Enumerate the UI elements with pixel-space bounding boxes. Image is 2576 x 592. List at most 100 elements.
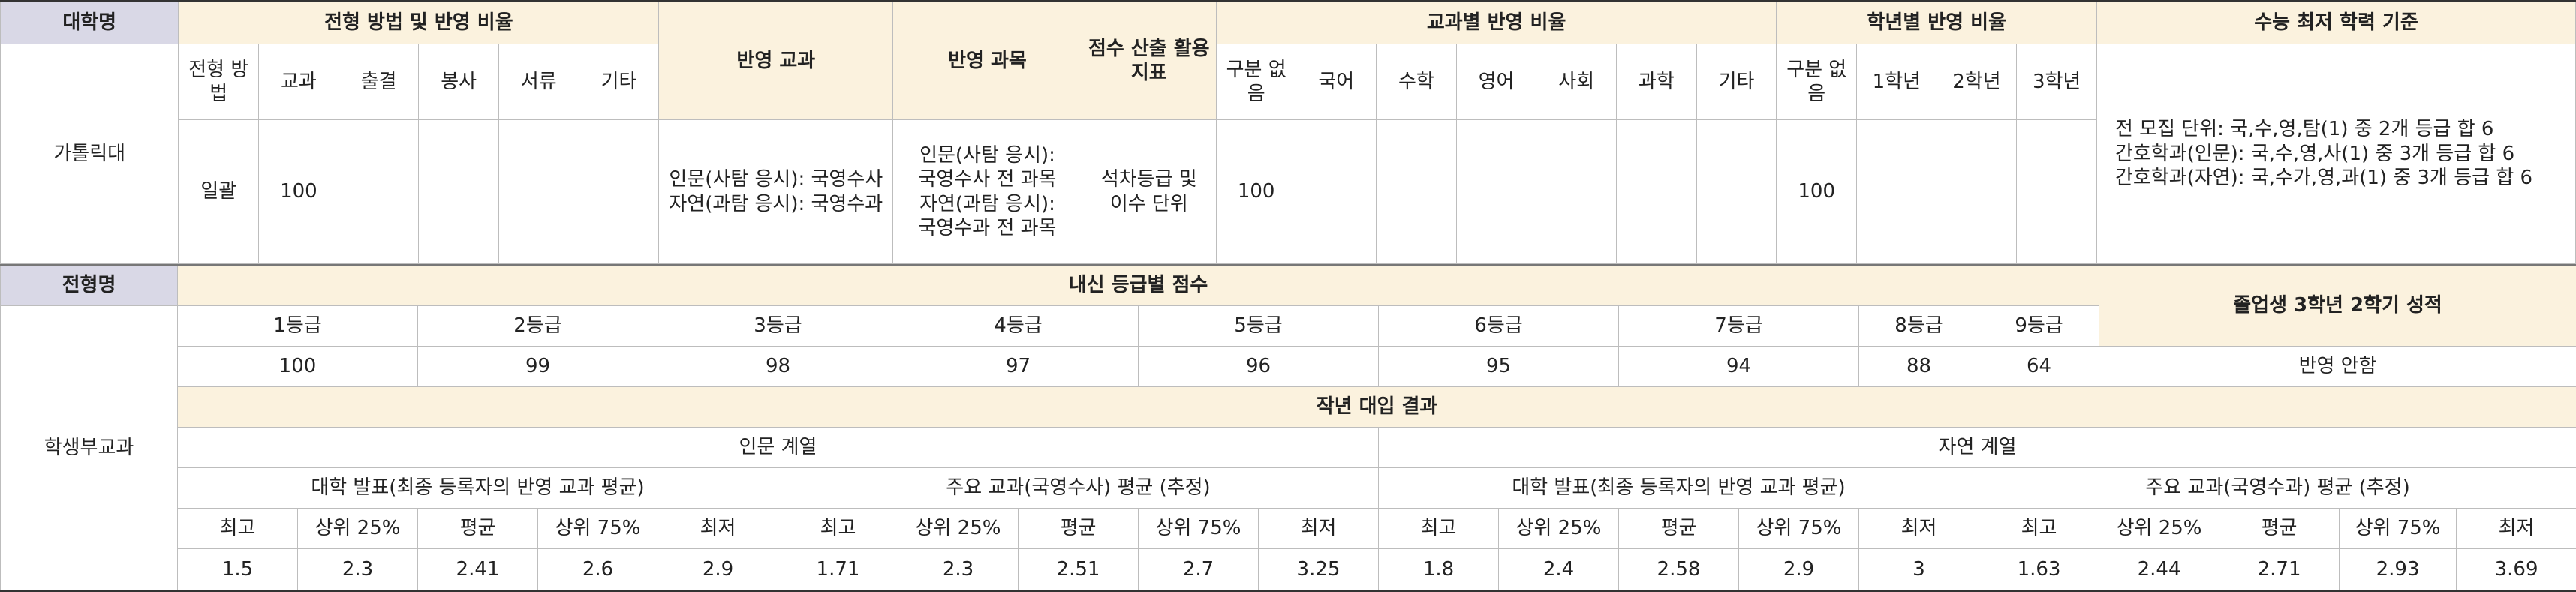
- stat-value: 2.3: [898, 548, 1019, 592]
- stat-value: 1.63: [1978, 548, 2100, 592]
- csat-min-line: 간호학과(인문): 국,수,영,사(1) 중 3개 등급 합 6: [2115, 142, 2515, 165]
- science-ratio-value: [1616, 119, 1697, 264]
- grade-no-division-value: 100: [1776, 119, 1858, 264]
- stat-header: 상위 25%: [1498, 507, 1619, 549]
- documents-value: [498, 119, 579, 264]
- grade-score: 98: [658, 345, 898, 387]
- stat-header: 최저: [1258, 507, 1379, 549]
- subject-no-division-value: 100: [1215, 119, 1297, 264]
- stat-header: 상위 75%: [2339, 507, 2457, 549]
- stat-header: 평균: [1618, 507, 1739, 549]
- hum-announce-header: 대학 발표(최종 등록자의 반영 교과 평균): [177, 467, 778, 509]
- grade-score: 88: [1858, 345, 1979, 387]
- stat-header: 상위 75%: [1138, 507, 1259, 549]
- graduate-label: 졸업생 3학년 2학기 성적: [2099, 263, 2576, 347]
- stat-value: 3: [1858, 548, 1979, 592]
- reflected-courses-line: 자연(과탐 응시):: [919, 192, 1055, 215]
- subject-col-header: 국어: [1296, 44, 1377, 120]
- stat-header: 평균: [2219, 507, 2340, 549]
- stat-header: 평균: [1018, 507, 1139, 549]
- subject-col-header: 구분 없음: [1215, 44, 1297, 120]
- korean-ratio-value: [1296, 119, 1377, 264]
- grade-col-header: 구분 없음: [1776, 44, 1858, 120]
- university-name: 가톨릭대: [0, 44, 179, 264]
- attendance-value: [338, 119, 420, 264]
- english-ratio-value: [1455, 119, 1537, 264]
- csat-min-header: 수능 최저 학력 기준: [2096, 0, 2576, 44]
- grade-label: 6등급: [1378, 305, 1619, 347]
- stat-value: 2.9: [658, 548, 778, 592]
- subject-col-header: 기타: [1696, 44, 1777, 120]
- grade-score: 95: [1378, 345, 1619, 387]
- graduate-value: 반영 안함: [2099, 345, 2576, 387]
- csat-min-line: 간호학과(자연): 국,수가,영,과(1) 중 3개 등급 합 6: [2115, 167, 2533, 190]
- method-col-header: 봉사: [418, 44, 499, 120]
- subject-col-header: 수학: [1376, 44, 1457, 120]
- subject-col-header: 영어: [1455, 44, 1537, 120]
- stat-header: 상위 25%: [898, 507, 1019, 549]
- stat-value: 3.69: [2456, 548, 2576, 592]
- subject-col-header: 과학: [1616, 44, 1697, 120]
- stat-value: 1.71: [778, 548, 898, 592]
- stat-header: 상위 75%: [1738, 507, 1859, 549]
- stat-header: 상위 75%: [537, 507, 658, 549]
- nat-estimate-header: 주요 교과(국영수과) 평균 (추정): [1978, 467, 2576, 509]
- reflected-courses-line: 인문(사탐 응시):: [919, 143, 1055, 167]
- score-index-value: 석차등급 및 이수 단위: [1081, 119, 1217, 264]
- stat-header: 최고: [1978, 507, 2100, 549]
- grade-label: 5등급: [1138, 305, 1379, 347]
- grade2-ratio-value: [1936, 119, 2018, 264]
- stat-header: 최저: [658, 507, 778, 549]
- method-col-header: 서류: [498, 44, 579, 120]
- last-year-title: 작년 대입 결과: [176, 386, 2576, 428]
- reflected-subjects-line: 인문(사탐 응시): 국영수사: [669, 168, 883, 191]
- csat-min-criteria: 전 모집 단위: 국,수,영,탐(1) 중 2개 등급 합 6 간호학과(인문)…: [2096, 44, 2576, 264]
- grade-score-title: 내신 등급별 점수: [176, 263, 2100, 306]
- grade-label: 3등급: [658, 305, 898, 347]
- admission-label: 전형명: [0, 263, 178, 306]
- stat-value: 3.25: [1258, 548, 1379, 592]
- grade-score: 64: [1978, 345, 2100, 387]
- score-index-header: 점수 산출 활용 지표: [1081, 0, 1217, 120]
- reflected-courses-line: 국영수과 전 과목: [918, 217, 1057, 239]
- stat-value: 2.4: [1498, 548, 1619, 592]
- admission-name: 학생부교과: [0, 305, 178, 592]
- math-ratio-value: [1376, 119, 1457, 264]
- grade-label: 1등급: [177, 305, 418, 347]
- stat-header: 상위 25%: [2099, 507, 2220, 549]
- stat-value: 2.71: [2219, 548, 2340, 592]
- grade-score: 94: [1618, 345, 1859, 387]
- method-col-header: 교과: [258, 44, 339, 120]
- grade-score: 96: [1138, 345, 1379, 387]
- csat-min-line: 전 모집 단위: 국,수,영,탐(1) 중 2개 등급 합 6: [2115, 118, 2494, 141]
- method-col-header: 출결: [338, 44, 420, 120]
- natural-header: 자연 계열: [1377, 426, 2576, 468]
- university-criteria-table: 대학명 전형 방법 및 반영 비율 반영 교과 반영 과목 점수 산출 활용 지…: [0, 0, 2576, 264]
- other-value: [578, 119, 660, 264]
- stat-value: 2.7: [1138, 548, 1259, 592]
- hum-estimate-header: 주요 교과(국영수사) 평균 (추정): [778, 467, 1379, 509]
- stat-header: 최저: [1858, 507, 1979, 549]
- score-index-line: 이수 단위: [1109, 192, 1188, 215]
- stat-value: 2.51: [1018, 548, 1139, 592]
- stat-header: 평균: [417, 507, 538, 549]
- stat-header: 상위 25%: [297, 507, 418, 549]
- reflected-courses-header: 반영 과목: [892, 0, 1082, 120]
- grade-score: 99: [417, 345, 658, 387]
- stat-value: 2.9: [1738, 548, 1859, 592]
- reflected-subjects-line: 자연(과탐 응시): 국영수과: [669, 192, 883, 215]
- stat-value: 1.5: [177, 548, 298, 592]
- score-index-line: 석차등급 및: [1100, 168, 1197, 191]
- grade-label: 8등급: [1858, 305, 1979, 347]
- reflected-subjects-header: 반영 교과: [658, 0, 894, 120]
- grade-col-header: 1학년: [1856, 44, 1937, 120]
- stat-value: 2.3: [297, 548, 418, 592]
- nat-announce-header: 대학 발표(최종 등록자의 반영 교과 평균): [1378, 467, 1979, 509]
- reflected-courses-value: 인문(사탐 응시): 국영수사 전 과목 자연(과탐 응시): 국영수과 전 과…: [892, 119, 1082, 264]
- humanities-header: 인문 계열: [177, 426, 1379, 468]
- university-header: 대학명: [0, 0, 179, 44]
- method-value: 일괄: [178, 119, 260, 264]
- grade-label: 4등급: [898, 305, 1139, 347]
- grade-label: 7등급: [1618, 305, 1859, 347]
- subject-col-header: 사회: [1536, 44, 1618, 120]
